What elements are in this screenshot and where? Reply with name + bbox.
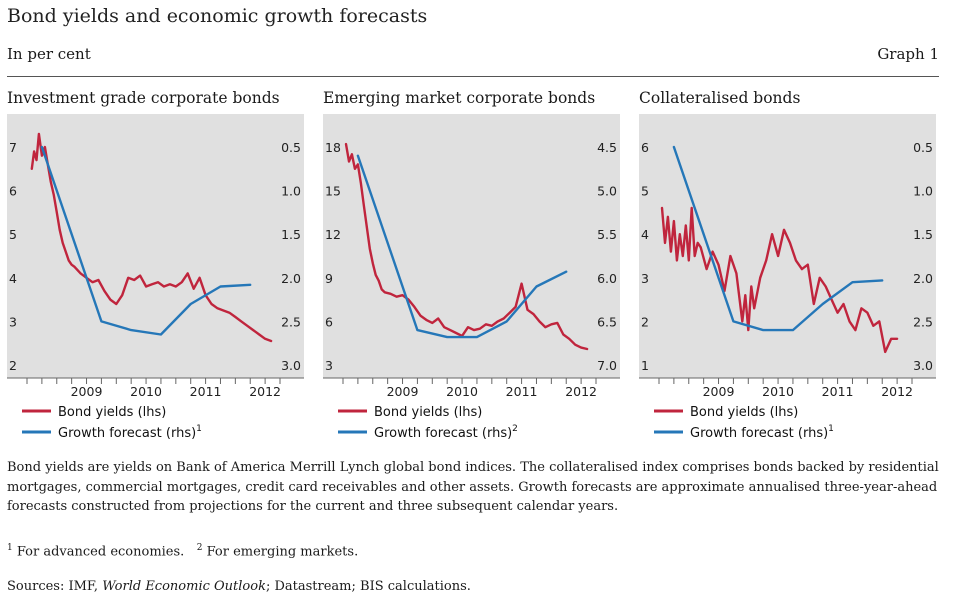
graph-number: Graph 1 (877, 45, 939, 63)
panel-title-investment-grade: Investment grade corporate bonds (7, 89, 280, 107)
legend-label: Bond yields (lhs) (690, 405, 798, 420)
y-right-tick-label: 1.5 (281, 227, 301, 242)
sources-italic: World Economic Outlook (102, 579, 266, 594)
panel-title-collateralised: Collateralised bonds (639, 89, 801, 107)
y-left-tick-label: 3 (9, 314, 17, 329)
series-line-growth-forecast (672, 145, 884, 332)
y-right-tick-label: 5.5 (597, 227, 617, 242)
notes-body: Bond yields are yields on Bank of Americ… (7, 460, 939, 514)
x-tick-label: 2009 (387, 384, 419, 399)
x-tick-label: 2009 (703, 384, 735, 399)
x-tick-label: 2010 (446, 384, 478, 399)
y-right-tick-label: 5.0 (597, 184, 617, 199)
series-line-bond-yields (660, 206, 899, 354)
x-tick-label: 2012 (881, 384, 913, 399)
y-left-tick-label: 5 (9, 227, 17, 242)
chart-panel-1: 2 3 4 5 6 7 0.5 1.0 1.5 2.0 2.5 3.0 2009 2010 2011 2012… (7, 114, 304, 441)
y-left-tick-label: 7 (9, 140, 17, 155)
y-left-tick-label: 9 (325, 271, 333, 286)
y-right-tick-label: 6.0 (597, 271, 617, 286)
y-left-tick-label: 6 (9, 184, 17, 199)
y-right-tick-label: 2.5 (913, 314, 933, 329)
series-line-bond-yields (30, 132, 273, 343)
y-left-tick-label: 4 (9, 271, 17, 286)
y-right-tick-label: 2.0 (913, 271, 933, 286)
x-tick-label: 2011 (190, 384, 222, 399)
x-tick-label: 2012 (565, 384, 597, 399)
y-right-tick-label: 7.0 (597, 358, 617, 373)
series-line-growth-forecast (40, 145, 252, 336)
footnote-2-mark: 2 (196, 543, 203, 553)
sources-prefix: Sources: IMF, (7, 579, 103, 594)
legend-label: Bond yields (lhs) (58, 405, 166, 420)
y-left-tick-label: 18 (325, 140, 341, 155)
legend-label: Growth forecast (rhs)1 (690, 424, 834, 441)
legend-superscript: 1 (828, 424, 834, 434)
x-tick-label: 2011 (506, 384, 538, 399)
y-left-tick-label: 6 (641, 140, 649, 155)
y-right-tick-label: 6.5 (597, 314, 617, 329)
series-line-bond-yields (344, 142, 589, 351)
y-left-tick-label: 2 (9, 358, 17, 373)
x-tick-label: 2009 (71, 384, 103, 399)
legend-label: Growth forecast (rhs)1 (58, 424, 202, 441)
legend-superscript: 1 (196, 424, 202, 434)
x-tick-label: 2012 (249, 384, 281, 399)
y-right-tick-label: 2.5 (281, 314, 301, 329)
legend-label: Bond yields (lhs) (374, 405, 482, 420)
footnote-1-text: For advanced economies. (16, 544, 185, 560)
chart-panel-2: 3 6 9 12 15 18 4.5 5.0 5.5 6.0 6.5 7.0 2009 2010 2011 2… (323, 114, 620, 441)
header-rule (7, 76, 939, 77)
footnotes: 1 For advanced economies. 2 For emerging… (7, 539, 947, 562)
y-right-tick-label: 0.5 (913, 140, 933, 155)
panel-title-emerging-market: Emerging market corporate bonds (323, 89, 596, 107)
y-right-tick-label: 1.0 (281, 184, 301, 199)
y-left-tick-label: 3 (325, 358, 333, 373)
footnote-1-mark: 1 (7, 543, 13, 553)
y-left-tick-label: 1 (641, 358, 649, 373)
figure-title: Bond yields and economic growth forecast… (7, 5, 428, 27)
y-left-tick-label: 12 (325, 227, 341, 242)
y-right-tick-label: 3.0 (281, 358, 301, 373)
y-left-tick-label: 5 (641, 184, 649, 199)
y-left-tick-label: 6 (325, 314, 333, 329)
plot-background (7, 114, 304, 378)
x-tick-label: 2010 (762, 384, 794, 399)
y-left-tick-label: 3 (641, 271, 649, 286)
sources-line: Sources: IMF, World Economic Outlook; Da… (7, 577, 947, 597)
x-tick-label: 2010 (130, 384, 162, 399)
y-right-tick-label: 1.0 (913, 184, 933, 199)
y-right-tick-label: 0.5 (281, 140, 301, 155)
chart-panel-3: 1 2 3 4 5 6 0.5 1.0 1.5 2.0 2.5 3.0 2009 2010 2011 2012… (639, 114, 936, 441)
charts-svg: 2 3 4 5 6 7 0.5 1.0 1.5 2.0 2.5 3.0 2009 2010 2011 2012… (7, 114, 936, 441)
sources-suffix: ; Datastream; BIS calculations. (265, 579, 471, 594)
y-right-tick-label: 4.5 (597, 140, 617, 155)
footnote-2-text: For emerging markets. (206, 544, 359, 560)
y-right-tick-label: 1.5 (913, 227, 933, 242)
y-right-tick-label: 3.0 (913, 358, 933, 373)
y-left-tick-label: 15 (325, 184, 341, 199)
legend-superscript: 2 (512, 424, 518, 434)
figure-subtitle: In per cent (7, 45, 91, 63)
plot-background (323, 114, 620, 378)
x-tick-label: 2011 (822, 384, 854, 399)
legend-label: Growth forecast (rhs)2 (374, 424, 518, 441)
y-right-tick-label: 2.0 (281, 271, 301, 286)
y-left-tick-label: 2 (641, 314, 649, 329)
series-line-growth-forecast (356, 154, 568, 339)
y-left-tick-label: 4 (641, 227, 649, 242)
